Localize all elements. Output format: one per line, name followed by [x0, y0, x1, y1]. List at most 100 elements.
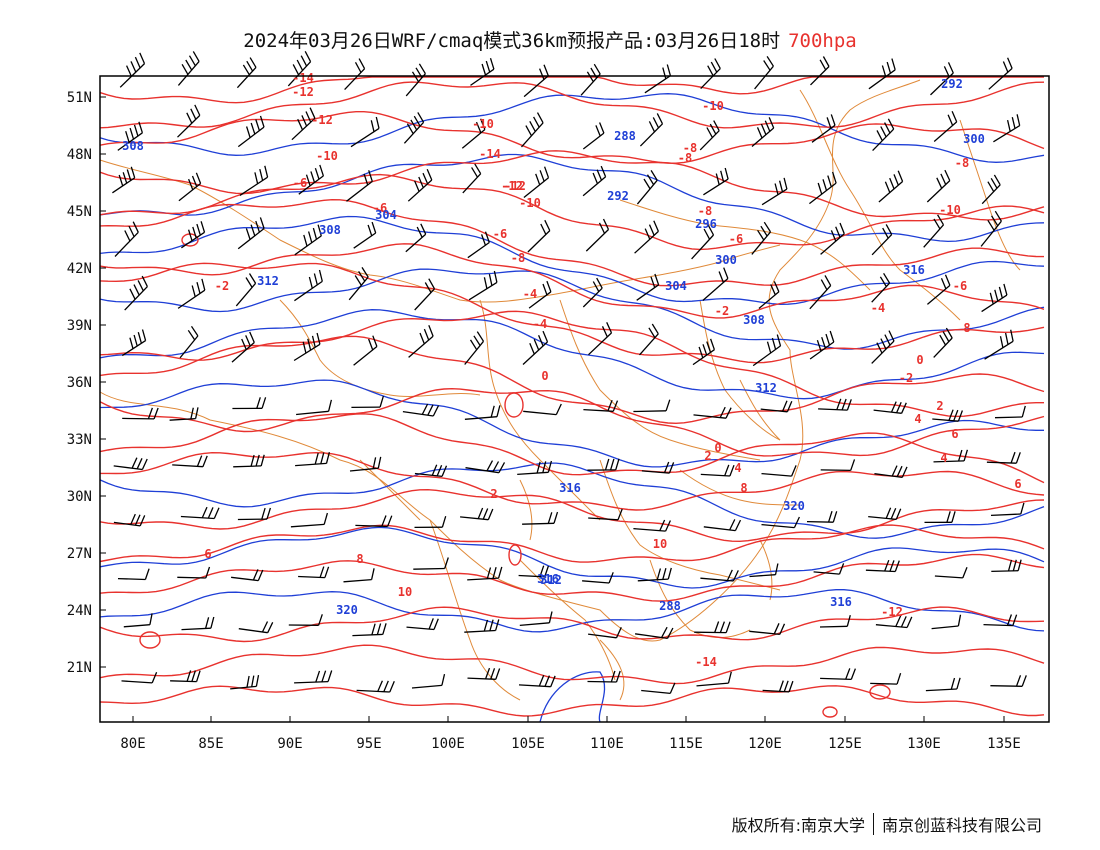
- temperature-closed-contour: [508, 544, 522, 566]
- wind-barb: [754, 56, 774, 90]
- wind-barb: [290, 512, 329, 528]
- temperature-contour-label: -12: [311, 113, 333, 127]
- wind-barb: [933, 327, 953, 358]
- geopotential-contour-label: 304: [665, 279, 687, 293]
- geopotential-contour-label: 308: [319, 223, 341, 237]
- geopotential-contour-label: 316: [537, 572, 559, 586]
- wind-barb: [181, 221, 206, 249]
- wind-barb: [169, 407, 199, 421]
- province-border: [479, 299, 601, 521]
- temperature-contour-label: -2: [215, 279, 229, 293]
- wind-barb: [692, 338, 716, 366]
- wind-barb: [583, 399, 619, 412]
- temperature-isotherm: [99, 310, 1044, 418]
- province-border: [649, 559, 751, 638]
- lon-tick-label: 135E: [987, 736, 1021, 752]
- wind-barb: [527, 219, 551, 253]
- province-border: [599, 459, 781, 591]
- wind-barb: [865, 559, 900, 573]
- wind-barb: [980, 210, 1002, 247]
- wind-barb: [635, 626, 674, 640]
- wind-barb: [350, 116, 380, 148]
- wind-barb: [933, 449, 969, 463]
- temperature-isotherm: [99, 644, 1045, 685]
- wind-barb: [588, 322, 613, 356]
- wind-barb: [523, 403, 562, 416]
- geopotential-contour-label: 292: [941, 77, 963, 91]
- temperature-contour-label: -10: [702, 99, 724, 113]
- wind-barb: [700, 569, 739, 582]
- province-border: [519, 479, 533, 541]
- wind-barb: [351, 395, 385, 409]
- wind-barb: [522, 511, 559, 525]
- wind-barb: [519, 611, 553, 627]
- province-border: [679, 469, 801, 506]
- geopotential-contour-label: 320: [336, 603, 358, 617]
- wind-barb: [633, 519, 671, 532]
- temperature-contour-label: -10: [939, 203, 961, 217]
- wind-barb: [121, 329, 147, 357]
- wind-barb: [180, 506, 220, 520]
- temperature-contour-label: -14: [695, 655, 717, 669]
- geopotential-contour-label: 320: [783, 499, 805, 513]
- wind-barb: [991, 559, 1022, 573]
- temperature-contour-label: -6: [953, 279, 967, 293]
- wind-barb: [761, 465, 797, 477]
- wind-barb: [119, 52, 146, 88]
- temperature-isotherm: [99, 150, 1045, 221]
- wind-barb: [637, 567, 672, 582]
- wind-barb: [121, 671, 158, 684]
- temperature-closed-contour: [822, 706, 838, 718]
- temperature-contour-label: -8: [698, 204, 712, 218]
- lat-tick-label: 48N: [67, 147, 92, 163]
- wind-barb: [114, 221, 139, 257]
- wind-barb: [411, 673, 446, 689]
- wind-barb: [295, 452, 331, 467]
- geopotential-contour-label: 292: [607, 189, 629, 203]
- geopotential-isoline: [99, 526, 1045, 589]
- wind-barb: [465, 460, 506, 474]
- wind-barb: [582, 165, 607, 197]
- wind-barb: [818, 398, 852, 411]
- wind-barb: [820, 459, 856, 472]
- wind-barb: [287, 51, 312, 87]
- geopotential-contour-label: 308: [743, 313, 765, 327]
- temperature-contour-label: -6: [373, 201, 387, 215]
- wind-barb: [523, 64, 549, 98]
- temperature-contour-label: 2: [704, 449, 711, 463]
- wind-barb: [122, 407, 159, 420]
- temperature-isotherm: [99, 173, 1045, 251]
- wind-barb: [113, 457, 148, 471]
- temperature-isotherm: [99, 606, 1045, 643]
- temperature-contour-label: 8: [963, 321, 970, 335]
- wind-barb: [990, 502, 1025, 517]
- wind-barb: [172, 455, 208, 468]
- wind-barb: [518, 675, 556, 688]
- wind-barb: [990, 675, 1027, 687]
- wind-barb: [806, 511, 838, 523]
- temperature-isotherm: [99, 335, 1045, 425]
- province-borders: [99, 79, 1021, 701]
- wind-barb: [878, 170, 904, 203]
- lon-tick-label: 80E: [120, 736, 145, 752]
- footer-separator: [872, 813, 874, 835]
- wind-barb: [402, 403, 440, 417]
- wind-barb: [934, 566, 968, 579]
- temperature-contour-label: -4: [523, 287, 537, 301]
- wind-barb: [179, 325, 199, 359]
- wind-barb: [467, 566, 503, 581]
- temperature-contour-label: 4: [914, 412, 921, 426]
- wind-barb: [461, 118, 486, 149]
- wind-barb: [298, 566, 330, 579]
- wind-barb: [349, 456, 382, 472]
- title-level: 700hpa: [788, 30, 857, 52]
- temperature-contour-label: 6: [951, 427, 958, 441]
- temperature-isotherm: [99, 111, 1045, 164]
- geopotential-isoline: [99, 309, 1045, 400]
- wind-barb: [700, 464, 735, 477]
- wind-barb: [464, 331, 485, 365]
- wind-barb: [344, 58, 366, 91]
- temperature-isotherm: [99, 81, 1045, 129]
- wind-barb: [462, 163, 482, 194]
